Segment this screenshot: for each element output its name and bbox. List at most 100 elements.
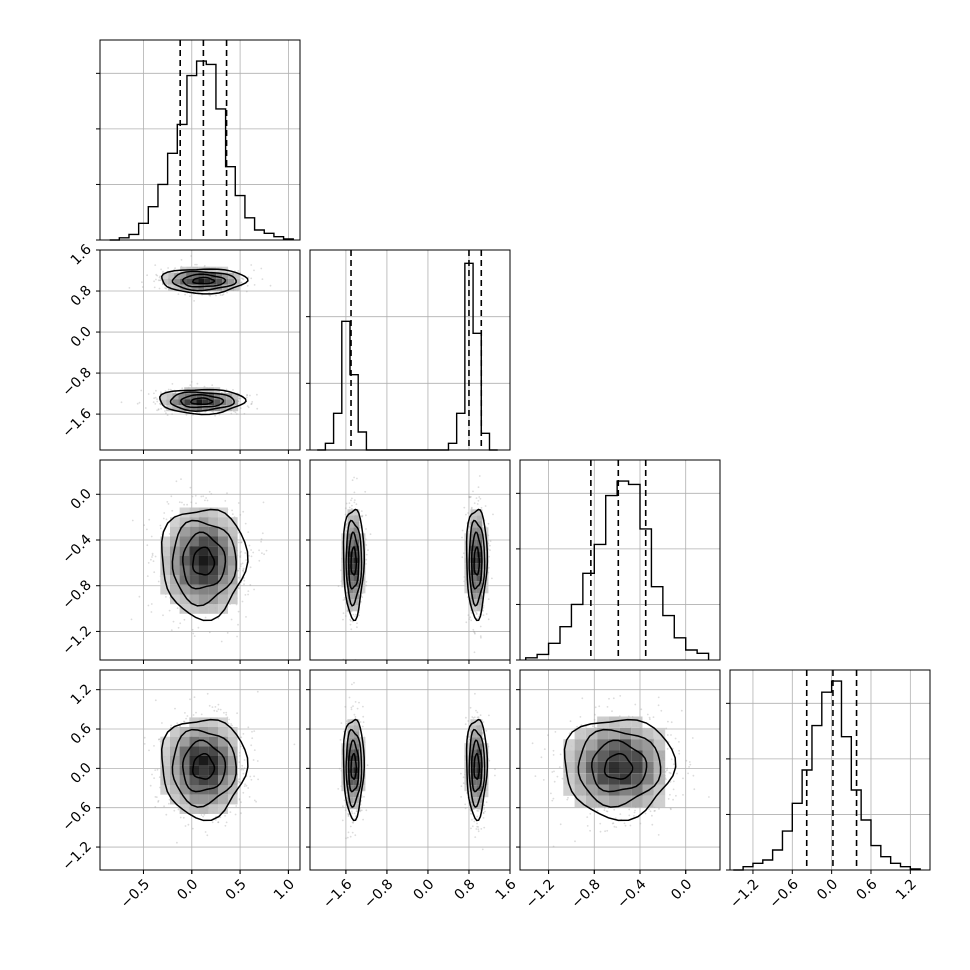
scatter-point [157, 408, 160, 410]
scatter-point [223, 391, 226, 394]
scatter-point [540, 756, 543, 759]
scatter-point [474, 632, 476, 635]
scatter-point [213, 709, 216, 712]
density-cell [353, 791, 360, 798]
density-cell [359, 545, 366, 552]
panel-frame [519, 669, 721, 871]
scatter-point [221, 294, 224, 296]
scatter-point [676, 772, 678, 775]
scatter-point [186, 715, 189, 717]
density-cell [208, 507, 219, 518]
scatter-point [657, 834, 660, 836]
density-cell [347, 527, 354, 534]
scatter-point [249, 394, 251, 397]
scatter-point [240, 550, 242, 553]
scatter-point [240, 745, 242, 748]
scatter-point [344, 809, 347, 812]
scatter-point [350, 708, 353, 711]
scatter-point [246, 284, 249, 287]
scatter-point [653, 810, 656, 812]
scatter-point [240, 801, 242, 804]
scatter-point [252, 551, 255, 554]
scatter-point [240, 812, 242, 815]
scatter-point [240, 768, 243, 771]
scatter-point [176, 722, 179, 724]
density-cell [202, 399, 209, 406]
contour-line [192, 276, 216, 285]
contour-line [603, 753, 634, 780]
scatter-point [585, 725, 587, 728]
scatter-point [344, 513, 347, 516]
scatter-point [469, 496, 471, 499]
scatter-point [483, 808, 485, 810]
scatter-point [208, 294, 211, 296]
density-cell [353, 779, 360, 786]
density-cell [227, 794, 238, 805]
density-cell [214, 393, 221, 400]
density-cell [470, 737, 477, 744]
scatter-point [359, 810, 362, 813]
scatter-point [473, 631, 476, 634]
scatter-point [351, 479, 354, 482]
scatter-point [154, 403, 157, 405]
density-cell [186, 278, 193, 285]
scatter-point [349, 620, 352, 622]
scatter-point [120, 401, 123, 404]
density-cell [631, 739, 643, 751]
scatter-point [569, 720, 572, 723]
scatter-point [347, 815, 350, 817]
scatter-point [345, 502, 348, 505]
density-cell [208, 517, 219, 527]
scatter-point [614, 817, 617, 819]
scatter-point [214, 706, 217, 708]
density-cell [218, 517, 228, 527]
scatter-point [248, 544, 251, 547]
scatter-point [606, 810, 609, 813]
scatter-point [347, 813, 350, 816]
density-cell [347, 545, 354, 552]
density-cell [189, 555, 199, 566]
density-cell [563, 739, 575, 751]
scatter-point [354, 701, 357, 703]
scatter-point [206, 290, 209, 293]
scatter-point [581, 697, 584, 700]
histogram-panel-1 [306, 249, 511, 451]
scatter-point [353, 713, 356, 716]
density-cell [470, 551, 477, 558]
density-cell [563, 761, 575, 774]
density-cell [482, 755, 489, 762]
scatter-point [470, 496, 472, 498]
scatter-point [159, 275, 162, 278]
scatter-point [163, 512, 166, 514]
density-cell [190, 399, 197, 406]
density-cell [170, 794, 180, 805]
density-cell [470, 791, 477, 798]
scatter-point [484, 810, 486, 813]
scatter-point [253, 269, 255, 272]
density-panel-0-3 [96, 669, 301, 874]
scatter-point [543, 748, 546, 750]
density-cell [192, 272, 199, 279]
scatter-point [238, 781, 241, 783]
scatter-point [165, 596, 167, 598]
density-cell [653, 739, 666, 751]
scatter-point [251, 730, 253, 733]
density-cell [198, 546, 209, 556]
density-cell [470, 533, 477, 540]
scatter-point [200, 495, 203, 498]
scatter-point [567, 796, 569, 799]
scatter-point [619, 695, 622, 697]
scatter-point [166, 501, 169, 503]
scatter-point [206, 692, 209, 695]
density-cell [170, 594, 180, 605]
density-cell [482, 773, 489, 780]
density-cell [189, 517, 199, 527]
x-tick-label: 1.0 [271, 876, 298, 903]
scatter-point [648, 808, 650, 811]
scatter-point [354, 815, 357, 818]
scatter-point [170, 495, 173, 498]
density-cell [597, 750, 609, 762]
scatter-point [672, 798, 674, 801]
scatter-point [230, 723, 233, 725]
density-cell [179, 765, 190, 776]
